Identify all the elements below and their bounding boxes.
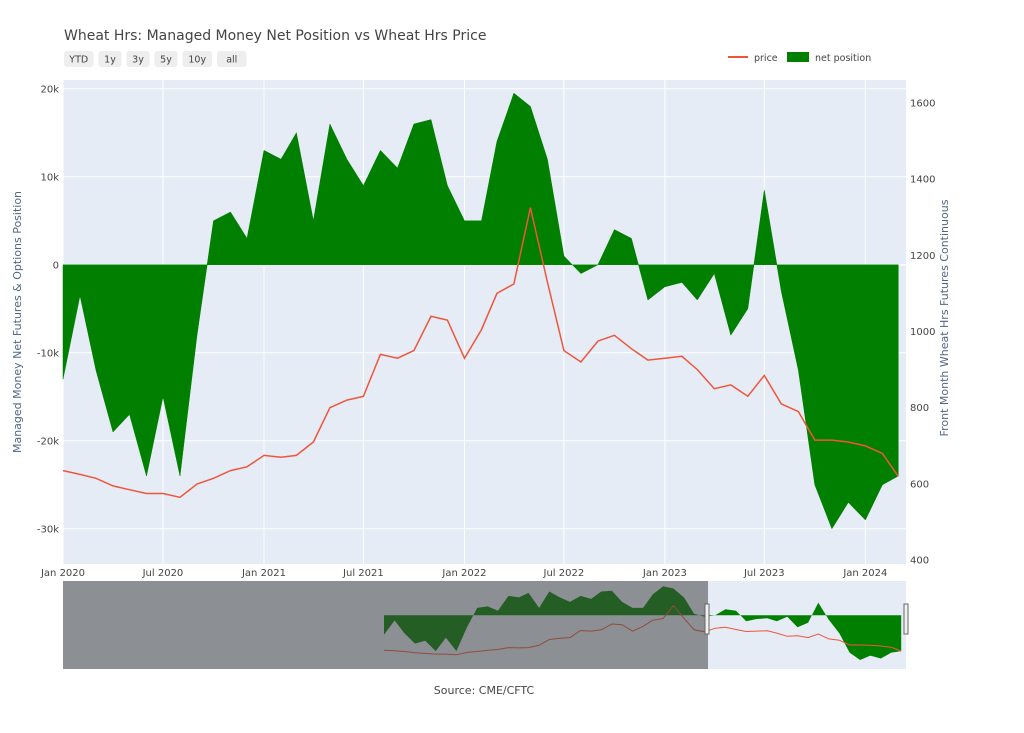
x-tick-label: Jul 2020 [142,568,184,579]
y-left-tick-label: 20k [40,84,59,95]
x-tick-label: Jan 2023 [642,568,687,579]
y-left-tick-label: 0 [53,260,59,271]
y-left-tick-label: -10k [37,348,59,359]
range-button-ytd[interactable] [64,51,94,67]
range-slider-left-handle[interactable] [704,603,710,635]
x-tick-label: Jul 2023 [743,568,785,579]
legend-net-position-swatch [787,52,809,62]
x-tick-label: Jan 2024 [842,568,887,579]
y-right-tick-label: 1200 [910,251,935,262]
y-right-tick-label: 600 [910,479,929,490]
range-button-1y[interactable] [98,51,122,67]
x-axis-ticks: Jan 2020 Jul 2020 Jan 2021 Jul 2021 Jan 2022… [40,568,887,579]
y-right-axis-ticks: 1600 1400 1200 1000 800 600 400 [910,98,935,566]
range-button-5y[interactable] [154,51,178,67]
range-button-label[interactable]: 3y [132,55,144,66]
y-right-axis-title: Front Month Wheat Hrs Futures Continuous [938,199,951,436]
x-tick-label: Jan 2021 [241,568,286,579]
y-left-tick-label: 10k [40,172,59,183]
range-button-label[interactable]: YTD [68,55,88,66]
y-left-tick-label: -30k [37,524,59,535]
range-slider-right-handle[interactable] [903,603,909,635]
range-button-label[interactable]: all [226,55,237,66]
chart-title: Wheat Hrs: Managed Money Net Position vs… [64,28,486,44]
range-button-label[interactable]: 10y [188,55,206,66]
x-tick-label: Jan 2020 [40,568,85,579]
x-tick-label: Jul 2022 [543,568,585,579]
legend-price-label: price [754,53,778,64]
source-note: Source: CME/CFTC [434,684,535,697]
price-line-path [62,207,899,499]
y-left-tick-label: -20k [37,436,59,447]
legend-net-position-label: net position [815,53,871,64]
range-button-label[interactable]: 1y [104,55,116,66]
range-button-all[interactable] [217,51,247,67]
y-right-tick-label: 1600 [910,98,935,109]
legend: price net position [728,52,871,64]
x-tick-label: Jan 2022 [441,568,486,579]
y-right-tick-label: 400 [910,556,929,567]
range-slider[interactable] [63,581,909,669]
range-slider-mask [63,581,708,669]
range-button-label[interactable]: 5y [160,55,172,66]
y-right-tick-label: 800 [910,403,929,414]
price-line [62,207,899,499]
range-button-10y[interactable] [182,51,213,67]
range-button-3y[interactable] [126,51,150,67]
x-tick-label: Jul 2021 [342,568,384,579]
net-position-area-path [62,92,899,530]
y-right-tick-label: 1400 [910,175,935,186]
range-selector: YTD 1y 3y 5y 10y all [64,51,247,67]
y-left-axis-ticks: 20k 10k 0 -10k -20k -30k [37,84,59,535]
y-left-axis-title: Managed Money Net Futures & Options Posi… [11,191,24,453]
y-right-tick-label: 1000 [910,327,935,338]
net-position-area [62,92,899,530]
